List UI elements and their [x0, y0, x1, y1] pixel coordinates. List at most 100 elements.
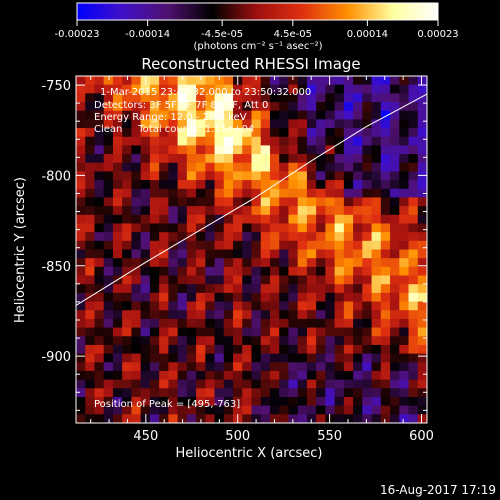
heatmap-cell	[316, 223, 326, 233]
heatmap-cell	[260, 232, 271, 242]
heatmap-cell	[316, 327, 326, 337]
heatmap-cell	[371, 223, 382, 233]
heatmap-cell	[131, 388, 142, 398]
heatmap-cell	[112, 93, 123, 103]
colorbar-tick-label: 0.00023	[417, 29, 458, 40]
heatmap-cell	[269, 370, 280, 381]
heatmap-cell	[288, 110, 299, 120]
heatmap-cell	[343, 405, 354, 415]
heatmap-cell	[269, 93, 280, 103]
heatmap-cell	[371, 292, 382, 302]
heatmap-cell	[196, 396, 206, 407]
heatmap-cell	[380, 396, 391, 407]
heatmap-cell	[205, 128, 215, 138]
heatmap-cell	[85, 145, 95, 155]
heatmap-cell	[269, 232, 280, 242]
heatmap-cell	[177, 84, 188, 94]
heatmap-cell	[168, 214, 179, 224]
heatmap-cell	[399, 84, 409, 94]
heatmap-cell	[334, 76, 345, 86]
heatmap-cell	[408, 171, 419, 181]
heatmap-cell	[399, 370, 409, 381]
heatmap-cell	[279, 128, 289, 138]
heatmap-cell	[177, 162, 188, 172]
heatmap-cell	[251, 188, 262, 198]
heatmap-cell	[251, 301, 262, 311]
heatmap-cell	[223, 145, 234, 155]
heatmap-cell	[149, 258, 160, 268]
heatmap-cell	[168, 171, 179, 181]
heatmap-cell	[103, 128, 114, 138]
heatmap-cell	[316, 145, 326, 155]
heatmap-cell	[325, 353, 336, 363]
heatmap-cell	[279, 110, 289, 120]
heatmap-cell	[186, 154, 197, 164]
heatmap-cell	[112, 370, 123, 381]
heatmap-cell	[85, 379, 95, 389]
heatmap-cell	[168, 188, 179, 198]
heatmap-cell	[380, 214, 391, 224]
heatmap-cell	[353, 344, 363, 355]
heatmap-cell	[380, 240, 391, 250]
heatmap-cell	[131, 110, 142, 120]
heatmap-cell	[159, 249, 169, 259]
heatmap-cell	[380, 405, 391, 415]
heatmap-cell	[371, 266, 382, 276]
y-tick-label: -750	[41, 79, 71, 94]
heatmap-cell	[214, 145, 225, 155]
heatmap-cell	[390, 379, 400, 389]
heatmap-cell	[233, 249, 243, 259]
heatmap-cell	[149, 76, 160, 86]
heatmap-cell	[269, 136, 280, 146]
heatmap-cell	[94, 214, 105, 224]
heatmap-cell	[140, 162, 151, 172]
heatmap-cell	[390, 388, 400, 398]
heatmap-cell	[214, 102, 225, 112]
heatmap-cell	[297, 206, 308, 216]
heatmap-cell	[140, 275, 151, 285]
heatmap-cell	[223, 249, 234, 259]
heatmap-cell	[205, 336, 215, 346]
heatmap-cell	[408, 388, 419, 398]
heatmap-cell	[177, 197, 188, 207]
heatmap-cell	[76, 414, 86, 423]
heatmap-cell	[196, 405, 206, 415]
heatmap-cell	[205, 414, 215, 423]
heatmap-cell	[131, 275, 142, 285]
heatmap-cell	[214, 162, 225, 172]
heatmap-cell	[288, 180, 299, 190]
heatmap-cell	[131, 266, 142, 276]
heatmap-cell	[251, 206, 262, 216]
heatmap-cell	[408, 362, 419, 372]
heatmap-cell	[306, 362, 317, 372]
heatmap-cell	[362, 344, 372, 355]
heatmap-cell	[353, 76, 363, 86]
heatmap-cell	[325, 249, 336, 259]
heatmap-cell	[168, 119, 179, 129]
heatmap-cell	[380, 197, 391, 207]
heatmap-cell	[159, 206, 169, 216]
heatmap-cell	[76, 145, 86, 155]
heatmap-cell	[159, 110, 169, 120]
heatmap-cell	[297, 223, 308, 233]
heatmap-cell	[362, 162, 372, 172]
heatmap-cell	[103, 214, 114, 224]
heatmap-cell	[177, 344, 188, 355]
heatmap-cell	[353, 154, 363, 164]
heatmap-cell	[353, 266, 363, 276]
heatmap-cell	[288, 301, 299, 311]
heatmap-cell	[353, 258, 363, 268]
heatmap-cell	[316, 206, 326, 216]
heatmap-cell	[214, 136, 225, 146]
heatmap-cell	[149, 119, 160, 129]
heatmap-cell	[334, 292, 345, 302]
heatmap-cell	[186, 162, 197, 172]
heatmap-cell	[76, 93, 86, 103]
heatmap-cell	[380, 128, 391, 138]
heatmap-cell	[186, 318, 197, 328]
heatmap-cell	[168, 93, 179, 103]
heatmap-cell	[223, 180, 234, 190]
heatmap-cell	[186, 344, 197, 355]
heatmap-cell	[168, 396, 179, 407]
heatmap-cell	[306, 258, 317, 268]
